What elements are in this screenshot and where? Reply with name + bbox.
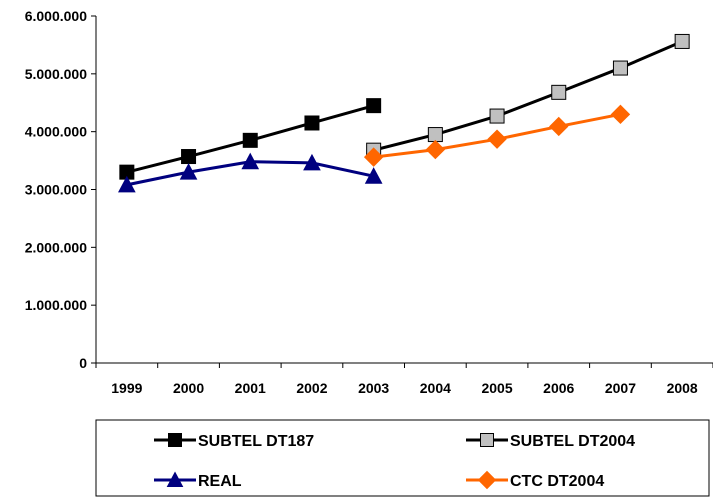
y-tick-label: 2.000.000: [25, 239, 87, 255]
y-tick-label: 4.000.000: [25, 124, 87, 140]
x-tick-label: 1999: [111, 380, 142, 396]
legend-item: SUBTEL DT2004: [466, 433, 635, 450]
y-tick-label: 3.000.000: [25, 182, 87, 198]
data-point: [425, 139, 446, 160]
data-point: [241, 152, 260, 170]
legend-label: SUBTEL DT187: [198, 433, 314, 450]
data-point: [364, 167, 383, 184]
legend: SUBTEL DT187 SUBTEL DT2004 REAL CTC DT2004: [95, 419, 710, 497]
x-tick-label: 2008: [667, 380, 698, 396]
legend-item: SUBTEL DT187: [154, 433, 314, 450]
legend-label: SUBTEL DT2004: [510, 433, 635, 450]
series-ctc-dt2004: [363, 104, 631, 167]
legend-item: CTC DT2004: [466, 470, 604, 490]
data-point: [168, 433, 182, 447]
y-tick-label: 0: [79, 355, 87, 371]
data-point: [179, 163, 198, 180]
x-tick-label: 2007: [605, 380, 636, 396]
data-point: [674, 33, 690, 49]
data-point: [118, 175, 136, 193]
data-point: [480, 433, 494, 447]
data-point: [487, 129, 507, 149]
data-point: [303, 153, 321, 171]
x-tick-label: 2002: [296, 380, 327, 396]
y-tick-label: 6.000.000: [25, 8, 87, 24]
x-tick-label: 2000: [173, 380, 204, 396]
legend-item: REAL: [154, 471, 242, 490]
x-tick-label: 2001: [235, 380, 266, 396]
series-real: [118, 152, 383, 193]
y-axis-ticks: 0 1.000.000 2.000.000 3.000.000 4.000.000 5.0…: [25, 8, 96, 371]
legend-label: REAL: [198, 473, 242, 490]
x-tick-label: 2004: [420, 380, 451, 396]
series-subtel-dt2004: [366, 33, 690, 158]
legend-label: CTC DT2004: [510, 473, 604, 490]
data-point: [363, 147, 384, 167]
x-tick-label: 2006: [543, 380, 574, 396]
data-point: [427, 127, 443, 143]
data-point: [551, 84, 567, 100]
data-point: [242, 132, 258, 148]
legend-box: [95, 419, 710, 497]
data-point: [477, 470, 497, 490]
data-point: [304, 115, 320, 131]
series-layer: [118, 33, 690, 193]
series-line: [373, 40, 683, 152]
data-point: [181, 149, 197, 165]
y-tick-label: 5.000.000: [25, 66, 87, 82]
data-point: [549, 116, 569, 137]
x-axis-ticks: 1999 2000 2001 2002 2003 2004 2005 2006 2007 2008: [95, 363, 713, 396]
data-point: [366, 98, 382, 114]
data-point: [612, 60, 628, 76]
data-point: [610, 104, 631, 125]
x-tick-label: 2005: [481, 380, 512, 396]
data-point: [489, 108, 505, 124]
data-point: [166, 471, 184, 487]
x-tick-label: 2003: [358, 380, 389, 396]
y-tick-label: 1.000.000: [25, 297, 87, 313]
